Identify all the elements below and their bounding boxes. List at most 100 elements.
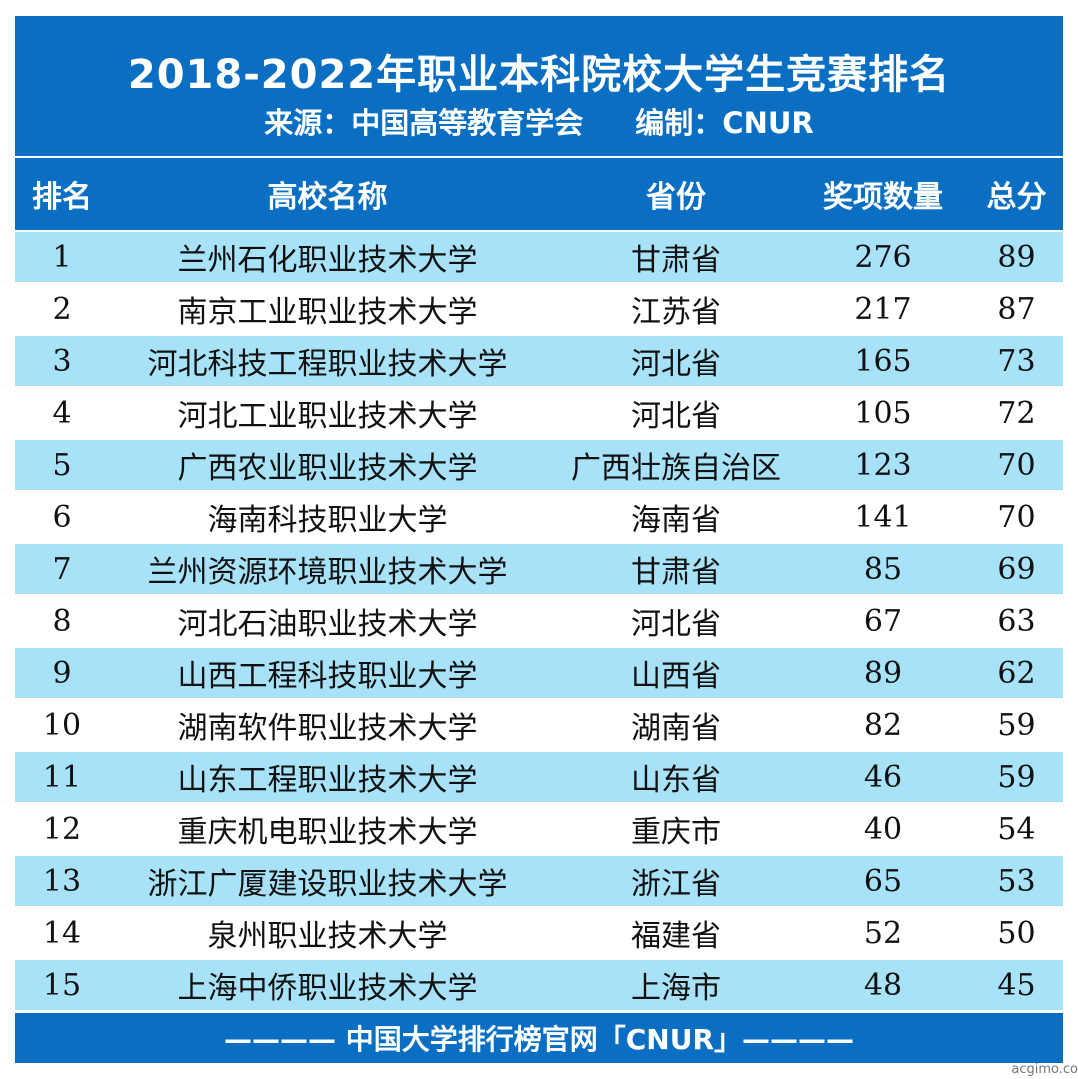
table-cell: 广西农业职业技术大学: [177, 451, 478, 486]
table-cell: 217: [854, 291, 912, 327]
table-cell: 河北省: [631, 399, 721, 434]
table-row: 2 南京工业职业技术大学 江苏省 217 87: [15, 284, 1063, 334]
table-cell: 泉州职业技术大学: [207, 919, 448, 954]
table-cell: 276: [854, 239, 912, 275]
source: 来源：中国高等教育学会: [264, 106, 584, 140]
table-cell: 89: [997, 239, 1036, 275]
table-cell: 1: [52, 239, 72, 275]
table-row: 14 泉州职业技术大学 福建省 52 50: [15, 908, 1063, 958]
table-row: 9 山西工程科技职业大学 山西省 89 62: [15, 648, 1063, 698]
table-row: 7 兰州资源环境职业技术大学 甘肃省 85 69: [15, 544, 1063, 594]
table-cell: 59: [997, 707, 1036, 743]
table-cell: 89: [863, 655, 903, 691]
table-cell: 52: [863, 915, 903, 951]
table-cell: 85: [863, 551, 903, 587]
column-header: 总分: [986, 180, 1047, 215]
column-header: 排名: [32, 180, 92, 215]
table-row: 1 兰州石化职业技术大学 甘肃省 276 89: [15, 232, 1063, 282]
table-cell: 45: [997, 967, 1036, 1003]
table-cell: 河北省: [631, 347, 721, 382]
table-cell: 河北科技工程职业技术大学: [147, 347, 508, 382]
table-cell: 40: [863, 811, 903, 847]
table-cell: 53: [997, 863, 1036, 899]
table-row: 4 河北工业职业技术大学 河北省 105 72: [15, 388, 1063, 438]
table-cell: 山西工程科技职业大学: [177, 659, 478, 694]
table-cell: 山东省: [631, 763, 721, 798]
table-row: 13 浙江广厦建设职业技术大学 浙江省 65 53: [15, 856, 1063, 906]
column-header: 省份: [646, 180, 706, 215]
table-cell: 14: [42, 915, 82, 951]
table-cell: 70: [997, 499, 1036, 535]
table-cell: 12: [42, 811, 82, 847]
table-cell: 海南省: [631, 503, 721, 538]
table-cell: 湖南省: [631, 711, 721, 746]
table-cell: 福建省: [631, 919, 721, 954]
footer: ———— 中国大学排行榜官网「CNUR」————: [15, 1013, 1063, 1063]
table-cell: 6: [52, 499, 72, 535]
table-cell: 48: [863, 967, 903, 1003]
table-cell: 兰州资源环境职业技术大学: [147, 555, 508, 590]
table-row: 3 河北科技工程职业技术大学 河北省 165 73: [15, 336, 1063, 386]
table-cell: 8: [52, 603, 72, 639]
table-cell: 浙江广厦建设职业技术大学: [147, 867, 508, 902]
table-cell: 73: [997, 343, 1036, 379]
table-row: 15 上海中侨职业技术大学 上海市 48 45: [15, 960, 1063, 1010]
table-cell: 3: [52, 343, 72, 379]
table-cell: 4: [52, 395, 72, 431]
table-cell: 62: [997, 655, 1036, 691]
table-cell: 兰州石化职业技术大学: [177, 243, 478, 278]
watermark: acgimo.co: [1011, 1062, 1078, 1077]
column-header: 高校名称: [267, 180, 388, 215]
table-cell: 2: [52, 291, 72, 327]
subtitle: 来源：中国高等教育学会 编制：CNUR: [15, 100, 1063, 142]
table-cell: 11: [42, 759, 82, 795]
table-row: 8 河北石油职业技术大学 河北省 67 63: [15, 596, 1063, 646]
table-cell: 87: [997, 291, 1036, 327]
table-cell: 山东工程职业技术大学: [177, 763, 478, 798]
column-header: 奖项数量: [823, 180, 943, 215]
table-cell: 9: [52, 655, 72, 691]
table-cell: 海南科技职业大学: [207, 503, 448, 538]
table-cell: 63: [997, 603, 1036, 639]
table-cell: 82: [863, 707, 903, 743]
table-row: 11 山东工程职业技术大学 山东省 46 59: [15, 752, 1063, 802]
title: 2018-2022年职业本科院校大学生竞赛排名: [127, 52, 951, 98]
table-cell: 10: [42, 707, 82, 743]
table-cell: 湖南软件职业技术大学: [177, 711, 478, 746]
table-cell: 70: [997, 447, 1036, 483]
table-cell: 46: [863, 759, 903, 795]
table-cell: 50: [997, 915, 1036, 951]
table-cell: 15: [42, 967, 82, 1003]
table-cell: 69: [997, 551, 1036, 587]
table-cell: 广西壮族自治区: [571, 451, 781, 486]
table-row: 6 海南科技职业大学 海南省 141 70: [15, 492, 1063, 542]
table-cell: 重庆机电职业技术大学: [177, 815, 478, 850]
table-cell: 105: [854, 395, 912, 431]
table-cell: 67: [863, 603, 903, 639]
table-row: 5 广西农业职业技术大学 广西壮族自治区 123 70: [15, 440, 1063, 490]
table-cell: 59: [997, 759, 1036, 795]
table-cell: 65: [863, 863, 903, 899]
header: 2018-2022年职业本科院校大学生竞赛排名 来源：中国高等教育学会 编制：CN…: [15, 16, 1063, 156]
table-cell: 重庆市: [631, 815, 721, 850]
table-cell: 72: [997, 395, 1036, 431]
table-cell: 上海市: [631, 971, 721, 1006]
table-cell: 甘肃省: [631, 243, 721, 278]
table-cell: 河北石油职业技术大学: [177, 607, 478, 642]
table-cell: 南京工业职业技术大学: [177, 295, 478, 330]
table-cell: 河北工业职业技术大学: [177, 399, 478, 434]
table-cell: 5: [52, 447, 72, 483]
table-cell: 141: [854, 499, 912, 535]
editor: 编制：CNUR: [635, 106, 814, 140]
table-cell: 165: [854, 343, 912, 379]
table-cell: 上海中侨职业技术大学: [177, 971, 478, 1006]
table-cell: 河北省: [631, 607, 721, 642]
table-row: 10 湖南软件职业技术大学 湖南省 82 59: [15, 700, 1063, 750]
table-cell: 13: [42, 863, 82, 899]
table-cell: 123: [854, 447, 912, 483]
table-header: 排名 高校名称 省份 奖项数量 总分: [15, 158, 1063, 230]
table-cell: 浙江省: [631, 867, 721, 902]
table-row: 12 重庆机电职业技术大学 重庆市 40 54: [15, 804, 1063, 854]
table-cell: 山西省: [631, 659, 721, 694]
